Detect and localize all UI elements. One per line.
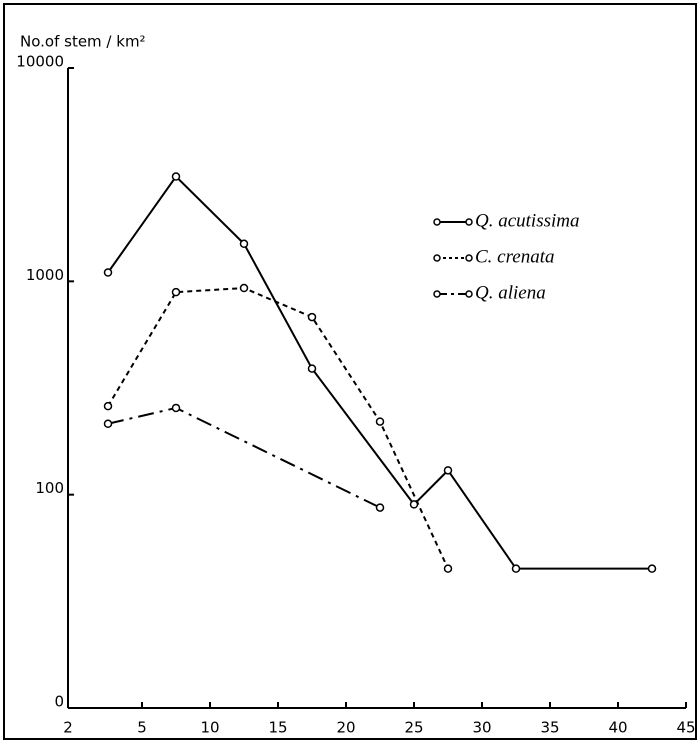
data-point: [103, 268, 113, 277]
legend-marker: [433, 218, 441, 226]
series-line: [107, 174, 652, 570]
y-tick-label: 0: [54, 693, 64, 711]
legend-label: Q. aliena: [475, 282, 546, 303]
x-tick-label: 10: [200, 719, 219, 737]
data-point: [307, 312, 317, 322]
x-tick-label: 45: [676, 719, 695, 737]
x-tick-label: 2: [63, 719, 73, 737]
y-tick-label: 1000: [26, 266, 64, 284]
legend-label: C. crenata: [475, 246, 555, 267]
data-point: [171, 403, 181, 413]
legend-marker: [433, 254, 441, 262]
series-line: [107, 406, 381, 509]
legend-marker: [465, 290, 473, 298]
y-tick-label: 100: [35, 479, 64, 497]
data-point: [375, 503, 385, 512]
frame: [3, 3, 697, 740]
y-tick-label: 10000: [16, 53, 64, 71]
x-tick-label: 40: [608, 719, 627, 737]
data-point: [171, 287, 181, 297]
data-point: [171, 172, 181, 181]
data-point: [239, 239, 249, 249]
legend-marker: [465, 218, 473, 226]
data-point: [103, 401, 113, 411]
x-tick-label: 25: [404, 719, 423, 737]
data-point: [375, 417, 385, 426]
x-tick-label: 15: [268, 719, 287, 737]
legend-label: Q. acutissima: [475, 210, 580, 231]
data-point: [647, 564, 657, 573]
data-point: [443, 466, 453, 475]
data-point: [443, 564, 453, 573]
x-tick-label: 20: [336, 719, 355, 737]
x-tick-label: 30: [472, 719, 491, 737]
series-line: [107, 287, 449, 570]
x-tick-label: 35: [540, 719, 559, 737]
data-point: [511, 564, 521, 573]
data-point: [239, 283, 249, 293]
data-point: [103, 419, 113, 428]
y-axis-label: No.of stem / km²: [20, 33, 146, 51]
data-point: [307, 364, 317, 373]
legend-marker: [465, 254, 473, 262]
legend-marker: [433, 290, 441, 298]
x-tick-label: 5: [137, 719, 147, 737]
